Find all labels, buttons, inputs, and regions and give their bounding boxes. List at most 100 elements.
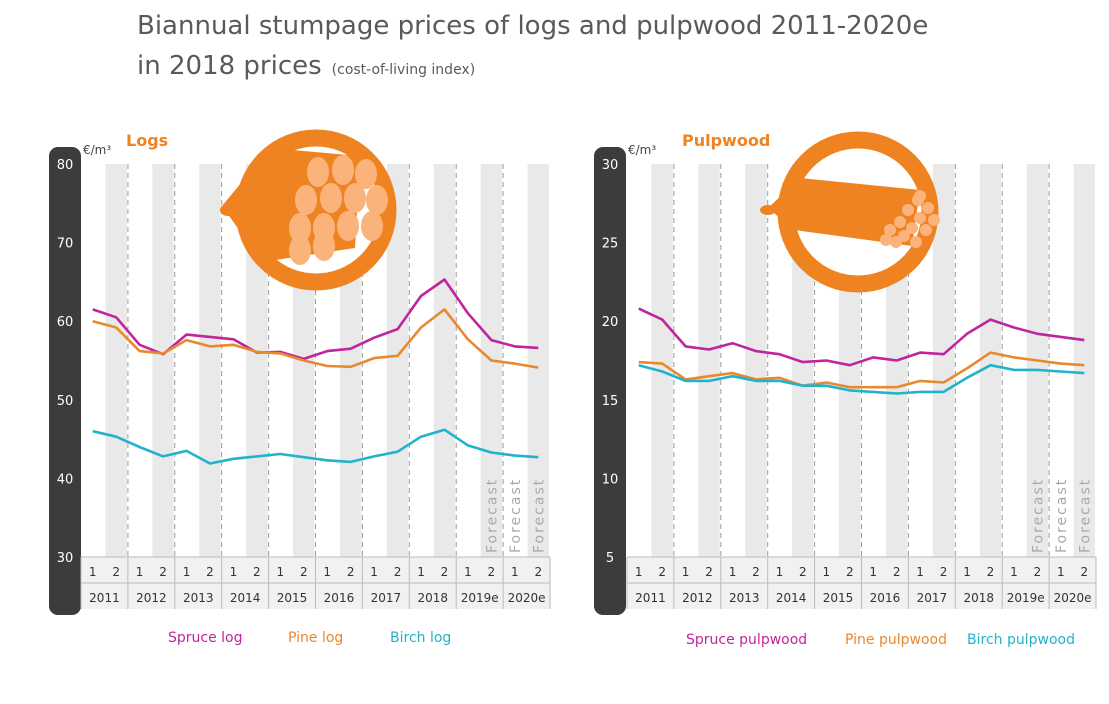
y-tick-label: 30	[602, 158, 619, 173]
legend-entry: Spruce log	[168, 630, 243, 646]
x-tick-label: 1	[230, 565, 238, 579]
period-shade	[199, 164, 221, 581]
pulpwood-bundle-icon-end	[914, 190, 926, 202]
x-tick-label: 1	[1057, 565, 1065, 579]
series-line-birch-log	[92, 428, 539, 465]
log-bundle-icon-end	[295, 185, 317, 215]
x-tick-label: 1	[89, 565, 97, 579]
log-bundle-icon-tip	[220, 204, 236, 216]
forecast-label: Forecast	[508, 478, 524, 553]
log-bundle-icon-end	[332, 155, 354, 185]
period-shade	[527, 164, 549, 581]
y-tick-label: 15	[602, 394, 619, 409]
series-line-pine-log	[92, 308, 539, 369]
log-bundle-icon-end	[320, 183, 342, 213]
x-tick-label: 1	[417, 565, 425, 579]
log-bundle-icon-end	[366, 185, 388, 215]
x-tick-label: 1	[916, 565, 924, 579]
title-line-2-main: in 2018 prices	[137, 51, 322, 81]
pulpwood-bundle-icon-end	[884, 224, 896, 236]
x-tick-label: 2	[300, 565, 308, 579]
x-tick-label: 2	[206, 565, 214, 579]
x-tick-label: 1	[464, 565, 472, 579]
x-year-label: 2020e	[508, 591, 546, 605]
pulpwood-bundle-icon-end	[910, 236, 922, 248]
x-tick-label: 2	[534, 565, 542, 579]
forecast-label: Forecast	[1077, 478, 1093, 553]
x-year-label: 2012	[136, 591, 167, 605]
x-year-label: 2019e	[1007, 591, 1045, 605]
forecast-label: Forecast	[531, 478, 547, 553]
x-tick-label: 2	[752, 565, 760, 579]
x-tick-label: 2	[112, 565, 120, 579]
legend-entry: Spruce pulpwood	[686, 632, 807, 648]
pulpwood-bundle-icon-tip	[760, 205, 776, 215]
x-tick-label: 2	[488, 565, 496, 579]
log-bundle-icon-end	[289, 235, 311, 265]
period-shade	[152, 164, 174, 581]
log-bundle-icon-end	[307, 157, 329, 187]
x-tick-label: 1	[183, 565, 191, 579]
period-shade	[386, 164, 409, 581]
y-axis-bar	[49, 147, 81, 615]
pulpwood-bundle-icon-end	[902, 204, 914, 216]
log-bundle-icon-end	[361, 211, 383, 241]
x-year-label: 2011	[635, 591, 666, 605]
x-year-label: 2018	[417, 591, 448, 605]
y-tick-label: 25	[602, 237, 619, 252]
x-year-label: 2018	[963, 591, 994, 605]
x-year-label: 2020e	[1054, 591, 1092, 605]
x-year-label: 2015	[823, 591, 854, 605]
x-tick-label: 1	[776, 565, 784, 579]
log-bundle-icon-end	[313, 231, 335, 261]
x-year-label: 2015	[277, 591, 308, 605]
x-tick-label: 2	[394, 565, 402, 579]
chart-title: Biannual stumpage prices of logs and pul…	[137, 6, 1087, 90]
pulpwood-bundle-icon-end	[922, 202, 934, 214]
legend-entry: Birch pulpwood	[967, 632, 1075, 648]
title-subtitle: (cost-of-living index)	[331, 62, 476, 78]
x-tick-label: 1	[323, 565, 331, 579]
panel-title: Pulpwood	[682, 131, 770, 150]
log-bundle-icon	[220, 129, 397, 291]
y-axis-bar	[594, 147, 626, 615]
series-line-spruce-pulpwood	[638, 307, 1085, 367]
x-tick-label: 1	[729, 565, 737, 579]
x-tick-label: 2	[159, 565, 167, 579]
y-tick-label: 80	[57, 158, 74, 173]
x-tick-label: 2	[893, 565, 901, 579]
y-tick-label: 5	[606, 551, 614, 566]
x-tick-label: 1	[682, 565, 690, 579]
period-shade	[105, 164, 127, 581]
x-year-label: 2013	[183, 591, 214, 605]
legend-entry: Birch log	[390, 630, 451, 646]
x-tick-label: 2	[1034, 565, 1042, 579]
series-line-birch-pulpwood	[638, 363, 1085, 395]
period-shade	[480, 164, 503, 581]
period-shade	[1026, 164, 1049, 581]
x-tick-label: 2	[705, 565, 713, 579]
pulpwood-bundle-icon-end	[928, 214, 940, 226]
x-year-label: 2014	[776, 591, 807, 605]
forecast-label: Forecast	[1054, 478, 1070, 553]
y-axis-unit: €/m³	[83, 143, 111, 157]
x-tick-label: 1	[277, 565, 285, 579]
x-tick-label: 1	[963, 565, 971, 579]
period-shade	[979, 164, 1002, 581]
forecast-label: Forecast	[1030, 478, 1046, 553]
period-shade	[745, 164, 767, 581]
log-bundle-icon-end	[355, 159, 377, 189]
y-tick-label: 20	[602, 315, 619, 330]
x-tick-label: 2	[940, 565, 948, 579]
log-bundle-icon-end	[344, 183, 366, 213]
title-line-2: in 2018 prices (cost-of-living index)	[137, 46, 1087, 90]
x-year-label: 2012	[682, 591, 713, 605]
x-tick-label: 2	[846, 565, 854, 579]
x-tick-label: 1	[869, 565, 877, 579]
y-tick-label: 70	[57, 237, 74, 252]
x-tick-label: 2	[799, 565, 807, 579]
x-year-label: 2016	[870, 591, 901, 605]
title-line-1: Biannual stumpage prices of logs and pul…	[137, 11, 929, 41]
x-tick-label: 1	[511, 565, 519, 579]
